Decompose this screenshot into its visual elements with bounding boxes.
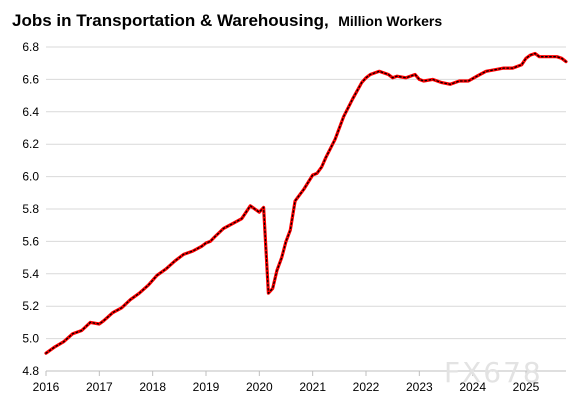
axes — [45, 370, 566, 376]
y-tick-label: 6.4 — [22, 105, 39, 119]
chart-title-main: Jobs in Transportation & Warehousing, — [12, 11, 329, 30]
watermark-text: FX678 — [444, 356, 543, 389]
x-tick-label: 2018 — [139, 380, 166, 394]
y-tick-label: 6.6 — [22, 72, 39, 86]
y-tick-label: 4.8 — [22, 364, 39, 378]
y-tick-label: 5.0 — [22, 332, 39, 346]
series-line — [44, 51, 568, 355]
x-tick-label: 2022 — [353, 380, 380, 394]
x-tick-label: 2021 — [299, 380, 326, 394]
y-tick-label: 5.4 — [22, 267, 39, 281]
series-layer — [44, 51, 568, 355]
y-tick-label: 5.6 — [22, 234, 39, 248]
chart-subtitle: Million Workers — [338, 13, 442, 29]
y-tick-label: 6.2 — [22, 137, 39, 151]
y-tick-label: 6.8 — [22, 40, 39, 54]
y-tick-label: 5.2 — [22, 299, 39, 313]
x-tick-label: 2024 — [459, 380, 486, 394]
tick-labels: 4.8 5.0 5.2 5.4 5.6 5.8 6.0 6.2 6.4 6.6 6.8 2016 201… — [22, 40, 539, 394]
x-tick-label: 2025 — [513, 380, 540, 394]
x-tick-label: 2020 — [246, 380, 273, 394]
chart-title: Jobs in Transportation & Warehousing, Mi… — [12, 11, 442, 30]
gridlines — [46, 46, 566, 340]
y-tick-label: 5.8 — [22, 202, 39, 216]
y-tick-label: 6.0 — [22, 170, 39, 184]
x-tick-label: 2017 — [86, 380, 113, 394]
x-tick-label: 2023 — [406, 380, 433, 394]
x-tick-label: 2016 — [33, 380, 60, 394]
x-tick-label: 2019 — [193, 380, 220, 394]
series-line-dotted-overlay — [45, 52, 567, 354]
